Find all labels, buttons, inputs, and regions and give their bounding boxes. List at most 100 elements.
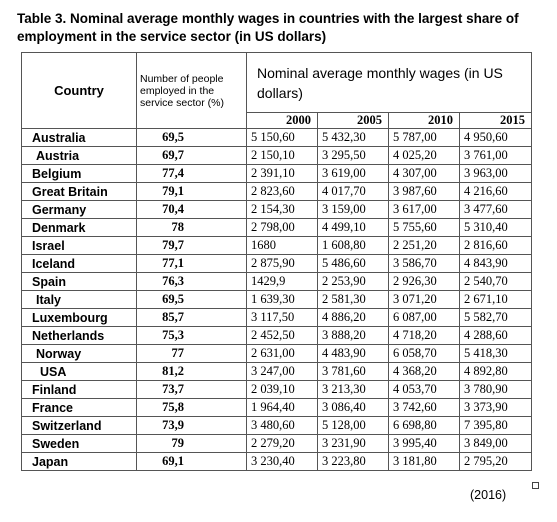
wage-2000-cell: 5 150,60 (246, 128, 318, 147)
wage-2015-cell: 4 950,60 (459, 128, 532, 147)
wage-2000-cell: 3 117,50 (246, 308, 318, 327)
wage-2010-cell: 3 742,60 (388, 398, 460, 417)
wage-2010-cell: 6 698,80 (388, 416, 460, 435)
wage-2005-cell: 3 619,00 (317, 164, 389, 183)
country-cell: Great Britain (21, 182, 137, 201)
country-cell: Japan (21, 452, 137, 471)
wage-2000-cell: 2 452,50 (246, 326, 318, 345)
wage-2010-cell: 4 368,20 (388, 362, 460, 381)
table-row: Denmark 78 2 798,00 4 499,10 5 755,60 5 310,4… (21, 218, 532, 237)
header-year-2005: 2005 (317, 112, 389, 129)
country-cell: Luxembourg (21, 308, 137, 327)
source-year-note: (2016) (470, 488, 507, 502)
table-row: Finland 73,7 2 039,10 3 213,30 4 053,70 3 780… (21, 380, 532, 399)
wage-2015-cell: 5 582,70 (459, 308, 532, 327)
wage-2005-cell: 3 213,30 (317, 380, 389, 399)
wage-2015-cell: 3 963,00 (459, 164, 532, 183)
wage-2015-cell: 2 671,10 (459, 290, 532, 309)
wage-2010-cell: 4 718,20 (388, 326, 460, 345)
country-cell: Israel (21, 236, 137, 255)
wage-2000-cell: 2 631,00 (246, 344, 318, 363)
wage-2000-cell: 2 150,10 (246, 146, 318, 165)
wage-2000-cell: 2 875,90 (246, 254, 318, 273)
country-cell: Norway (21, 344, 137, 363)
wage-2005-cell: 3 086,40 (317, 398, 389, 417)
country-cell: Sweden (21, 434, 137, 453)
employed-cell: 69,5 (136, 128, 247, 147)
country-cell: Austria (21, 146, 137, 165)
wage-2010-cell: 3 987,60 (388, 182, 460, 201)
wage-2015-cell: 3 761,00 (459, 146, 532, 165)
table-row: Great Britain 79,1 2 823,60 4 017,70 3 987,6… (21, 182, 532, 201)
wage-2015-cell: 5 310,40 (459, 218, 532, 237)
wage-2005-cell: 4 017,70 (317, 182, 389, 201)
wage-2005-cell: 2 581,30 (317, 290, 389, 309)
wage-2000-cell: 3 480,60 (246, 416, 318, 435)
employed-cell: 69,5 (136, 290, 247, 309)
wage-2005-cell: 3 159,00 (317, 200, 389, 219)
wage-2010-cell: 3 586,70 (388, 254, 460, 273)
wage-2015-cell: 5 418,30 (459, 344, 532, 363)
wage-2015-cell: 2 540,70 (459, 272, 532, 291)
country-cell: USA (21, 362, 137, 381)
wage-2010-cell: 5 787,00 (388, 128, 460, 147)
header-wages: Nominal average monthly wages (in US dol… (246, 52, 532, 113)
wage-2015-cell: 3 849,00 (459, 434, 532, 453)
wages-table: Country Number of people employed in the… (21, 52, 532, 471)
employed-cell: 75,8 (136, 398, 247, 417)
wage-2000-cell: 1 964,40 (246, 398, 318, 417)
wage-2000-cell: 3 247,00 (246, 362, 318, 381)
wage-2010-cell: 6 058,70 (388, 344, 460, 363)
table-caption: Table 3. Nominal average monthly wages i… (17, 11, 519, 44)
employed-cell: 79,7 (136, 236, 247, 255)
table-row: Austria 69,7 2 150,10 3 295,50 4 025,20 3 761… (21, 146, 532, 165)
table-row: Switzerland 73,9 3 480,60 5 128,00 6 698,80 7… (21, 416, 532, 435)
employed-cell: 73,7 (136, 380, 247, 399)
employed-cell: 77,4 (136, 164, 247, 183)
table-row: Germany 70,4 2 154,30 3 159,00 3 617,00 3 477… (21, 200, 532, 219)
wage-2000-cell: 2 279,20 (246, 434, 318, 453)
wage-2010-cell: 5 755,60 (388, 218, 460, 237)
wage-2010-cell: 4 025,20 (388, 146, 460, 165)
wage-2000-cell: 2 154,30 (246, 200, 318, 219)
country-cell: France (21, 398, 137, 417)
wage-2000-cell: 3 230,40 (246, 452, 318, 471)
wage-2010-cell: 3 071,20 (388, 290, 460, 309)
wage-2005-cell: 2 253,90 (317, 272, 389, 291)
wage-2000-cell: 2 798,00 (246, 218, 318, 237)
wage-2015-cell: 2 795,20 (459, 452, 532, 471)
wage-2015-cell: 4 892,80 (459, 362, 532, 381)
employed-cell: 73,9 (136, 416, 247, 435)
wage-2015-cell: 4 216,60 (459, 182, 532, 201)
wage-2005-cell: 1 608,80 (317, 236, 389, 255)
country-cell: Belgium (21, 164, 137, 183)
table-row: Israel 79,7 1680 1 608,80 2 251,20 2 816,60 (21, 236, 532, 255)
header-year-2015: 2015 (459, 112, 532, 129)
country-cell: Italy (21, 290, 137, 309)
country-cell: Spain (21, 272, 137, 291)
wage-2000-cell: 2 391,10 (246, 164, 318, 183)
country-cell: Netherlands (21, 326, 137, 345)
wage-2005-cell: 3 231,90 (317, 434, 389, 453)
country-cell: Iceland (21, 254, 137, 273)
wage-2005-cell: 4 886,20 (317, 308, 389, 327)
employed-cell: 69,7 (136, 146, 247, 165)
table-row: Norway 77 2 631,00 4 483,90 6 058,70 5 418,30 (21, 344, 532, 363)
header-country: Country (21, 52, 137, 129)
wage-2015-cell: 3 780,90 (459, 380, 532, 399)
table-row: Sweden 79 2 279,20 3 231,90 3 995,40 3 849,00 (21, 434, 532, 453)
country-cell: Switzerland (21, 416, 137, 435)
employed-cell: 77,1 (136, 254, 247, 273)
employed-cell: 75,3 (136, 326, 247, 345)
wage-2005-cell: 3 295,50 (317, 146, 389, 165)
country-cell: Australia (21, 128, 137, 147)
table-row: France 75,8 1 964,40 3 086,40 3 742,60 3 373,… (21, 398, 532, 417)
table-row: Belgium 77,4 2 391,10 3 619,00 4 307,00 3 963… (21, 164, 532, 183)
wage-2015-cell: 4 288,60 (459, 326, 532, 345)
table-row: Luxembourg 85,7 3 117,50 4 886,20 6 087,00 5 … (21, 308, 532, 327)
wage-2005-cell: 3 781,60 (317, 362, 389, 381)
table-row: USA 81,2 3 247,00 3 781,60 4 368,20 4 892,80 (21, 362, 532, 381)
table-row: Japan 69,1 3 230,40 3 223,80 3 181,80 2 795,2… (21, 452, 532, 471)
resize-handle[interactable] (532, 482, 539, 489)
header-year-2010: 2010 (388, 112, 460, 129)
